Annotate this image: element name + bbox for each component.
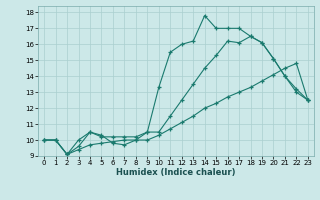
X-axis label: Humidex (Indice chaleur): Humidex (Indice chaleur): [116, 168, 236, 177]
